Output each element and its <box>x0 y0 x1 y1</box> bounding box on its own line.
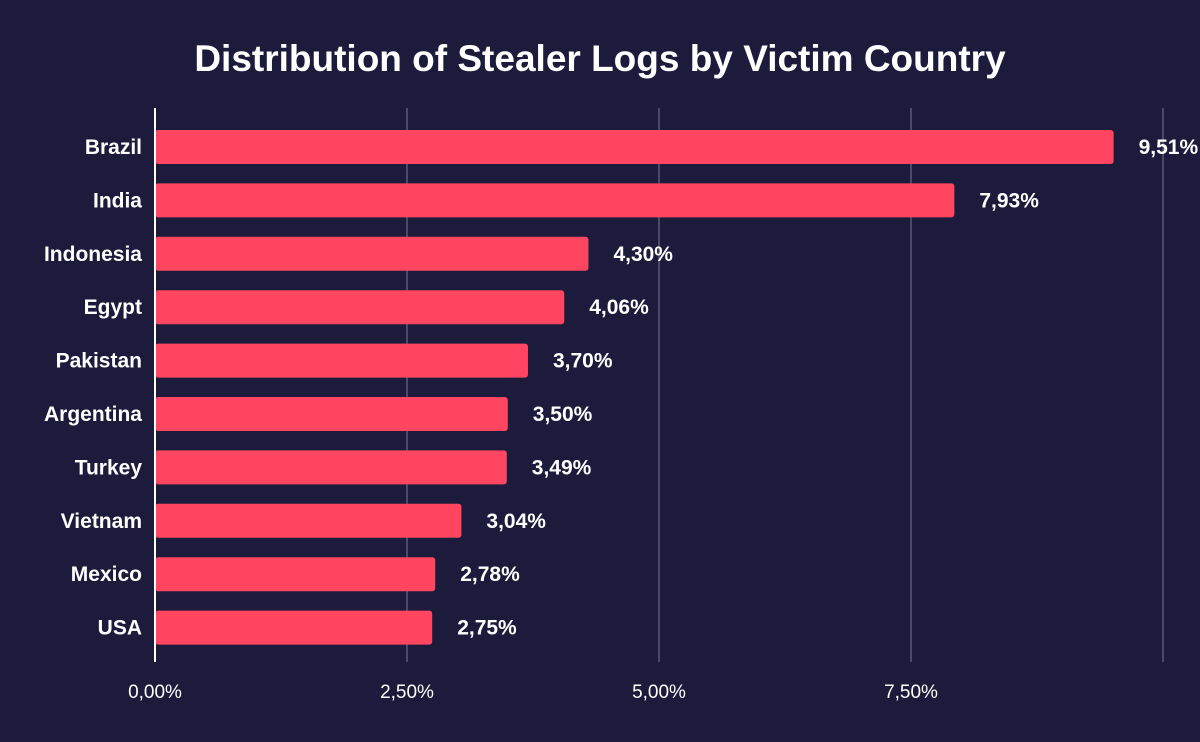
bar-india <box>155 183 955 218</box>
value-label: 4,30% <box>613 243 673 266</box>
x-tick-label: 2,50% <box>380 682 434 703</box>
x-tick-labels: 0,00% 2,50% 5,00% 7,50% <box>128 682 938 703</box>
value-labels: 9,51% 7,93% 4,30% 4,06% 3,70% 3,50% 3,49% 3,04%… <box>457 136 1198 640</box>
category-label: Argentina <box>44 403 142 426</box>
category-label: Turkey <box>75 456 143 479</box>
category-label: Vietnam <box>61 510 142 533</box>
bar-usa <box>155 610 433 645</box>
value-label: 3,49% <box>532 456 592 479</box>
bar-brazil <box>155 130 1114 164</box>
category-labels: Brazil India Indonesia Egypt Pakistan Argenti… <box>44 136 142 640</box>
category-label: Indonesia <box>44 243 142 266</box>
category-label: Egypt <box>84 296 142 319</box>
bars <box>155 130 1114 645</box>
category-label: Pakistan <box>56 350 142 373</box>
bar-argentina <box>155 397 508 431</box>
bar-vietnam <box>155 503 462 538</box>
x-tick-label: 5,00% <box>632 682 686 703</box>
bar-turkey <box>155 450 507 485</box>
value-label: 9,51% <box>1139 136 1199 159</box>
value-label: 3,50% <box>533 403 593 426</box>
category-label: Mexico <box>71 563 142 586</box>
value-label: 7,93% <box>979 189 1039 212</box>
bar-pakistan <box>155 343 528 378</box>
x-tick-label: 0,00% <box>128 682 182 703</box>
value-label: 4,06% <box>589 296 649 319</box>
category-label: India <box>93 189 142 212</box>
value-label: 2,78% <box>460 563 520 586</box>
chart-title: Distribution of Stealer Logs by Victim C… <box>194 38 1006 79</box>
value-label: 3,04% <box>486 510 546 533</box>
category-label: Brazil <box>85 136 142 159</box>
bar-mexico <box>155 557 436 592</box>
bar-indonesia <box>155 236 589 271</box>
bar-egypt <box>155 290 565 325</box>
value-label: 2,75% <box>457 617 517 640</box>
value-label: 3,70% <box>553 350 613 373</box>
category-label: USA <box>98 617 142 640</box>
x-tick-label: 7,50% <box>884 682 938 703</box>
